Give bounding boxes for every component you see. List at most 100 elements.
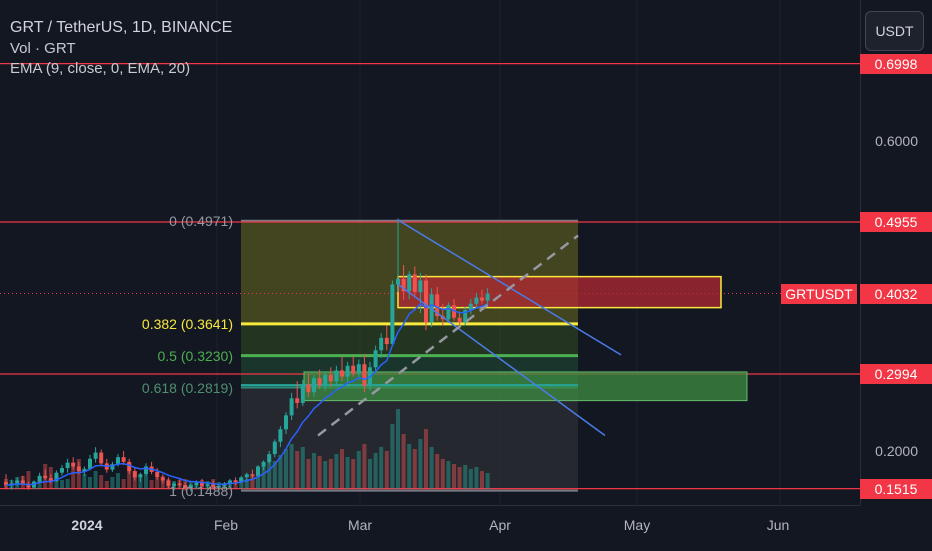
candle-body[interactable]	[37, 475, 42, 482]
candle-body[interactable]	[485, 293, 490, 301]
candle-body[interactable]	[54, 472, 59, 482]
candle-body[interactable]	[396, 278, 400, 285]
candle-body[interactable]	[99, 452, 104, 464]
candle-body[interactable]	[418, 280, 423, 293]
candle-body[interactable]	[457, 317, 462, 323]
price-axis-tick: 0.2000	[875, 443, 918, 459]
candle-body[interactable]	[93, 452, 98, 459]
candle-body[interactable]	[60, 468, 64, 473]
candle-body[interactable]	[452, 305, 456, 318]
candle-body[interactable]	[144, 466, 148, 475]
candle-body[interactable]	[289, 398, 294, 416]
candle-body[interactable]	[401, 278, 406, 292]
candle-body[interactable]	[116, 457, 120, 465]
candle-body[interactable]	[121, 457, 126, 462]
candle-body[interactable]	[233, 480, 238, 482]
candle-body[interactable]	[267, 454, 272, 462]
candle-body[interactable]	[306, 384, 311, 393]
candle-body[interactable]	[356, 364, 361, 374]
candle-body[interactable]	[261, 461, 266, 467]
candle-body[interactable]	[244, 474, 249, 478]
candle-body[interactable]	[127, 461, 132, 472]
candle-body[interactable]	[328, 375, 333, 382]
candle-body[interactable]	[82, 468, 87, 472]
candle-body[interactable]	[160, 477, 165, 481]
candle-body[interactable]	[166, 480, 171, 486]
candle-body[interactable]	[407, 274, 412, 292]
candle-body[interactable]	[172, 483, 176, 486]
candle-body[interactable]	[278, 429, 283, 442]
volume-bar	[418, 439, 423, 489]
candle-body[interactable]	[468, 303, 473, 310]
volume-bar	[93, 471, 98, 489]
candle-body[interactable]	[200, 482, 204, 486]
price-axis[interactable]	[860, 0, 932, 505]
candle-body[interactable]	[345, 365, 350, 377]
candle-body[interactable]	[323, 375, 328, 386]
candle-body[interactable]	[43, 475, 48, 479]
candle-body[interactable]	[412, 274, 417, 293]
ema-line[interactable]	[5, 302, 488, 486]
volume-bar	[116, 473, 120, 489]
candle-body[interactable]	[334, 370, 339, 382]
candle-body[interactable]	[15, 480, 20, 484]
candle-body[interactable]	[183, 485, 188, 489]
candle-body[interactable]	[300, 384, 305, 403]
candle-body[interactable]	[373, 350, 378, 368]
ema-indicator-label[interactable]: EMA (9, close, 0, EMA, 20)	[10, 60, 191, 77]
candle-body[interactable]	[65, 462, 70, 469]
candle-body[interactable]	[480, 297, 484, 301]
candle-body[interactable]	[76, 466, 81, 472]
volume-bar	[267, 459, 272, 489]
candle-body[interactable]	[379, 337, 384, 351]
price-level-tag: 0.1515	[860, 478, 932, 499]
candle-body[interactable]	[4, 482, 8, 486]
candle-body[interactable]	[384, 337, 389, 345]
candle-body[interactable]	[284, 415, 288, 430]
candle-body[interactable]	[228, 480, 232, 484]
candle-body[interactable]	[239, 477, 244, 482]
candle-body[interactable]	[272, 441, 277, 455]
candle-body[interactable]	[110, 464, 115, 470]
candle-body[interactable]	[26, 484, 31, 488]
candle-body[interactable]	[312, 378, 316, 393]
candle-body[interactable]	[424, 280, 428, 323]
candle-body[interactable]	[205, 484, 210, 486]
candle-body[interactable]	[250, 474, 255, 476]
candle-body[interactable]	[463, 309, 468, 323]
symbol-title[interactable]: GRT / TetherUS, 1D, BINANCE	[10, 19, 233, 36]
candle-body[interactable]	[177, 483, 182, 486]
candle-body[interactable]	[317, 378, 322, 386]
dashed-ascending-trendline[interactable]	[317, 234, 579, 437]
candle-body[interactable]	[188, 485, 193, 489]
resistance-zone[interactable]	[397, 275, 722, 309]
chart-legend: GRT / TetherUS, 1D, BINANCE Vol · GRT EM…	[10, 20, 232, 81]
candle-body[interactable]	[194, 482, 199, 486]
volume-bar	[317, 456, 322, 489]
volume-indicator-label[interactable]: Vol · GRT	[10, 40, 76, 57]
candle-body[interactable]	[446, 305, 451, 320]
candle-body[interactable]	[435, 294, 440, 317]
candle-body[interactable]	[155, 471, 160, 478]
candle-body[interactable]	[211, 484, 216, 488]
candle-body[interactable]	[88, 458, 92, 469]
descending-trendline-lower[interactable]	[397, 283, 606, 437]
candle-body[interactable]	[71, 462, 76, 467]
candle-body[interactable]	[295, 398, 300, 403]
candle-body[interactable]	[48, 478, 53, 482]
volume-bar	[424, 429, 428, 489]
currency-button[interactable]: USDT	[865, 11, 924, 51]
candle-body[interactable]	[362, 364, 367, 386]
candle-body[interactable]	[216, 485, 221, 488]
candle-body[interactable]	[138, 474, 143, 478]
candle-body[interactable]	[390, 284, 395, 345]
volume-bar	[468, 469, 473, 489]
candle-body[interactable]	[351, 365, 356, 374]
candle-body[interactable]	[256, 466, 260, 476]
time-axis[interactable]	[0, 505, 860, 551]
candle-body[interactable]	[20, 480, 25, 485]
candle-body[interactable]	[340, 370, 344, 377]
candle-body[interactable]	[132, 471, 137, 478]
candle-body[interactable]	[474, 297, 479, 304]
